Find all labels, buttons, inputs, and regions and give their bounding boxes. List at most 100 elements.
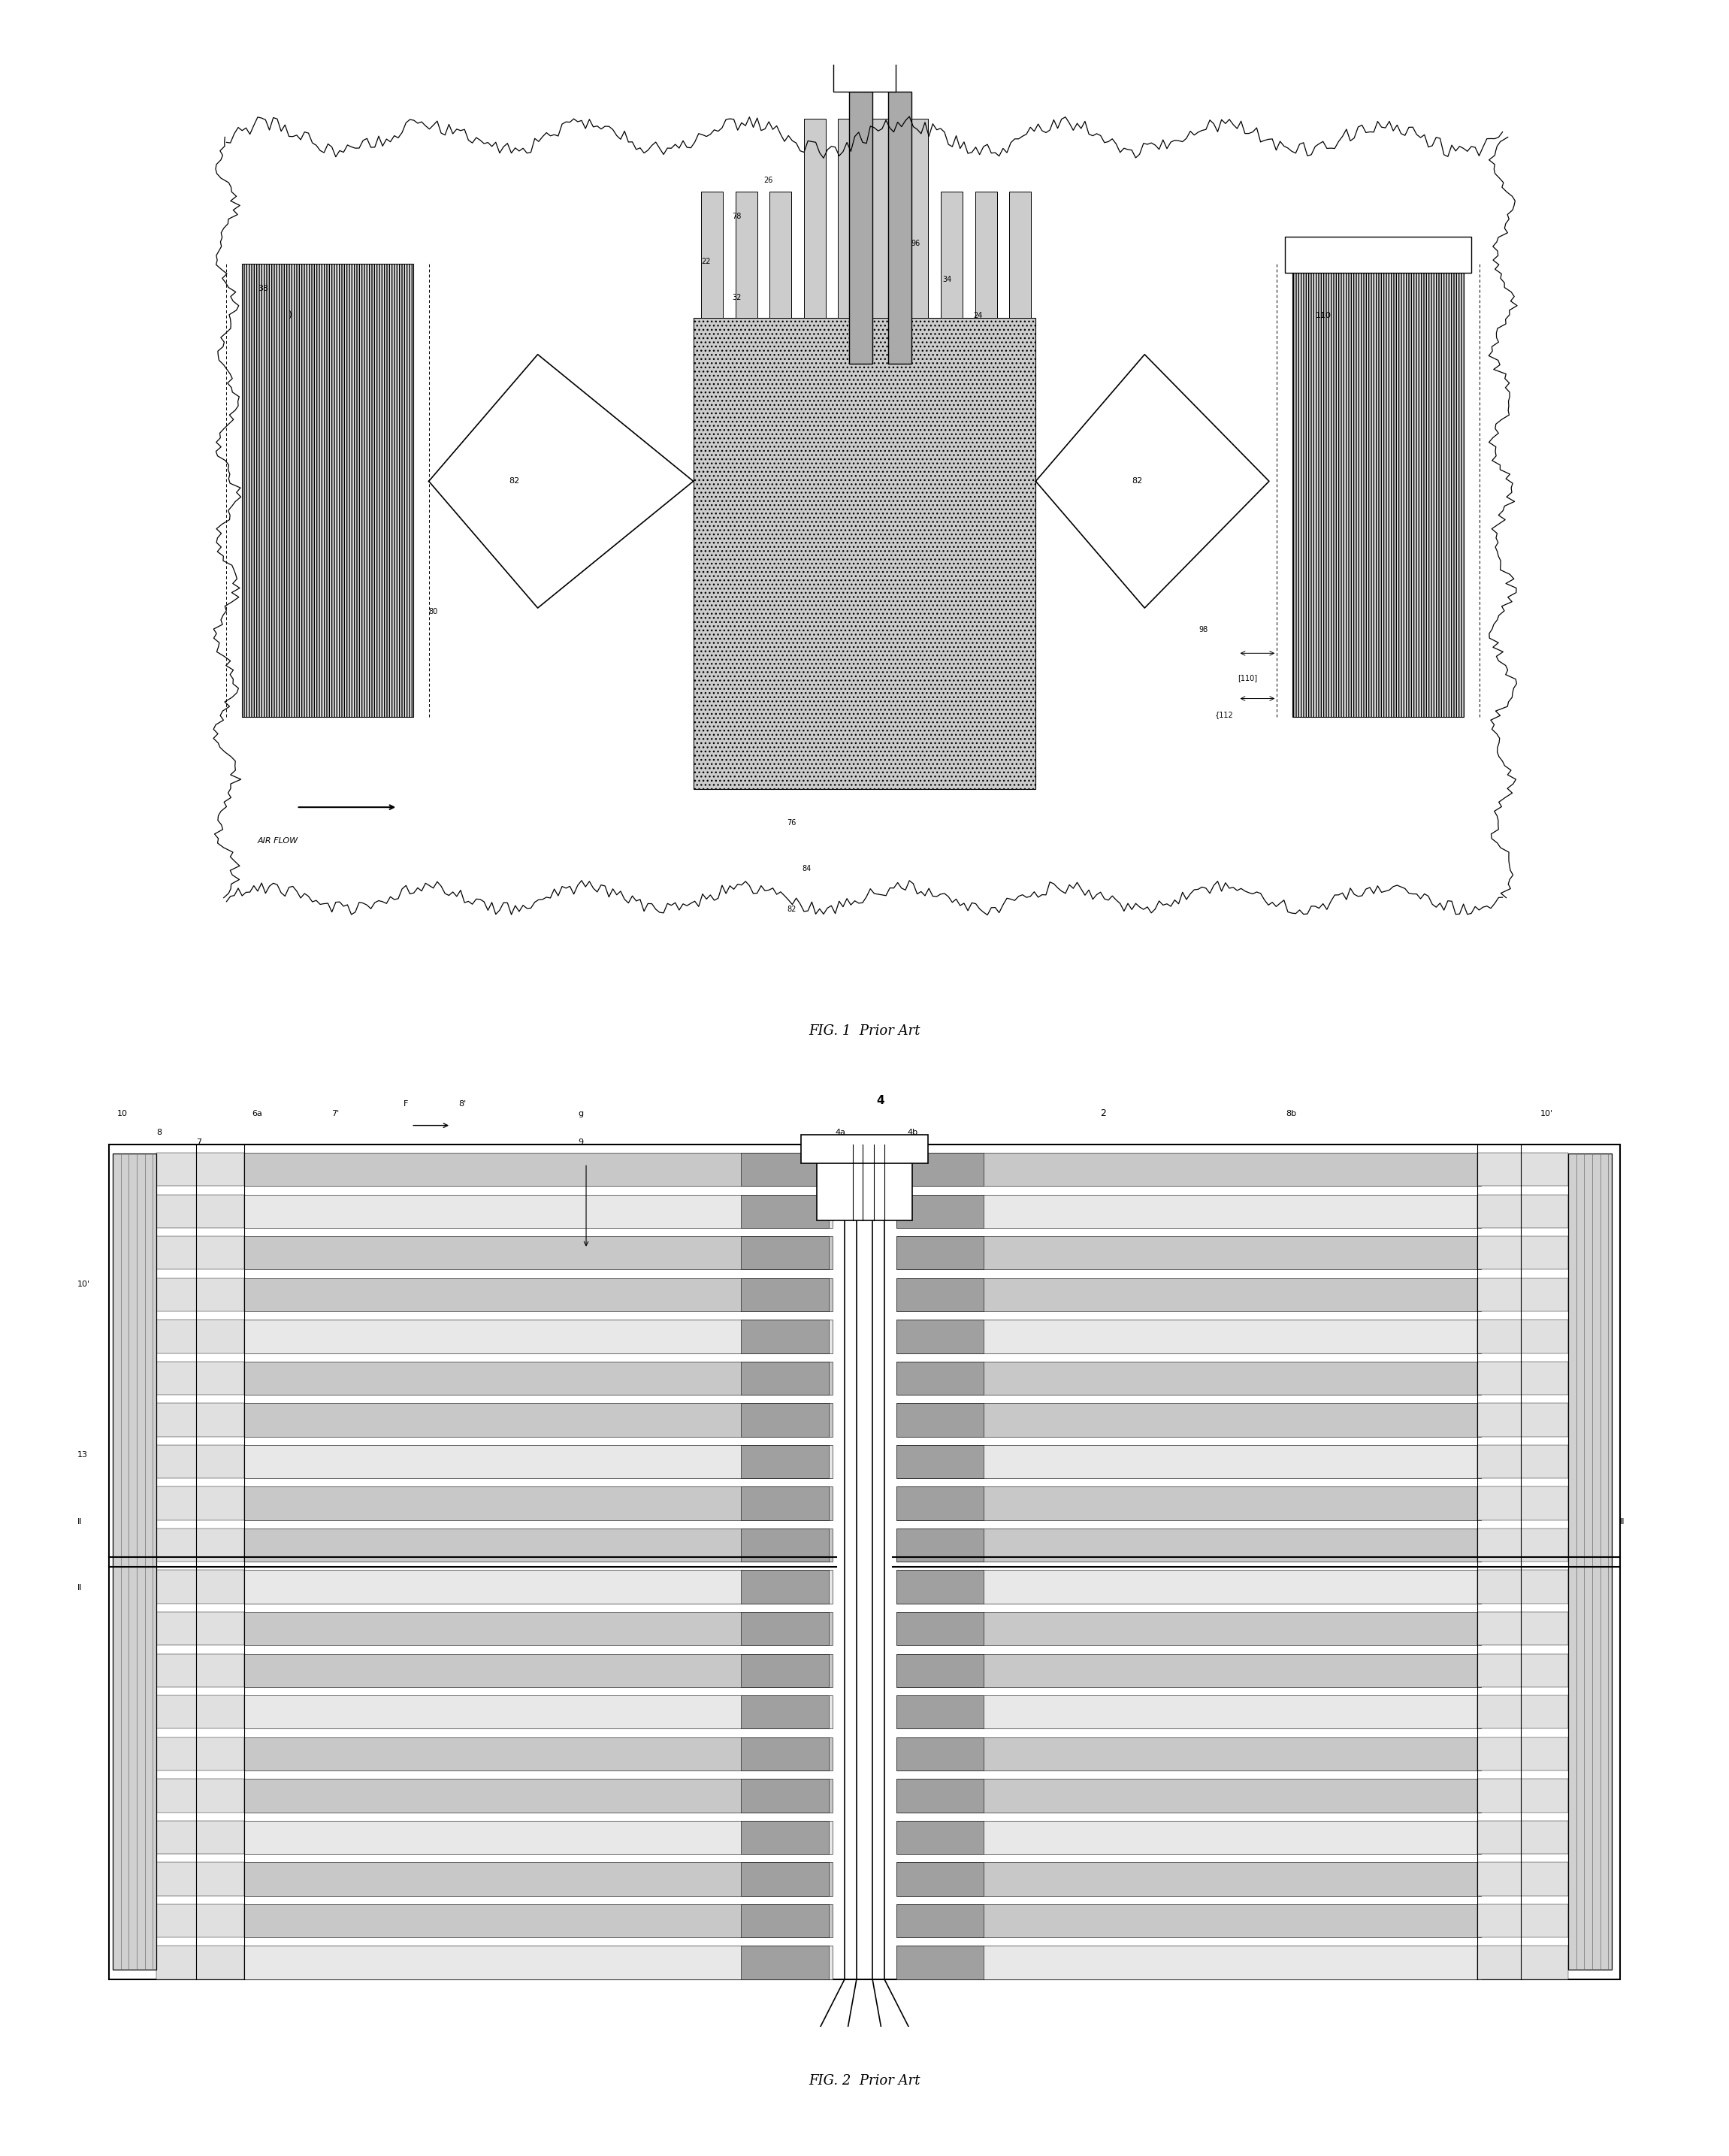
Text: 82: 82 (787, 906, 795, 912)
Bar (1477, 1529, 1568, 1561)
Bar (1477, 1279, 1568, 1311)
Bar (896, 1235, 1480, 1270)
Bar (157, 1235, 244, 1270)
Bar (941, 192, 963, 319)
Text: 98: 98 (1200, 625, 1209, 634)
Bar (244, 1570, 833, 1604)
Text: 4a: 4a (835, 1130, 845, 1136)
Bar (112, 1153, 157, 1971)
Bar (742, 1695, 828, 1729)
Bar (157, 1613, 244, 1645)
Bar (804, 119, 826, 319)
Text: 110: 110 (1316, 313, 1331, 319)
Bar (244, 1779, 833, 1813)
Text: g': g' (904, 1509, 911, 1516)
Bar (157, 1947, 244, 1979)
Bar (157, 1153, 244, 1186)
Text: 13: 13 (78, 1451, 88, 1460)
Bar (742, 1445, 828, 1479)
Bar (896, 1319, 1480, 1354)
Bar (157, 1360, 244, 1395)
Bar (244, 1360, 833, 1395)
Bar (244, 1319, 833, 1354)
Text: g': g' (776, 1509, 785, 1516)
Bar (157, 1779, 244, 1813)
Bar (896, 1863, 984, 1895)
Bar (896, 1194, 1480, 1229)
Text: II: II (78, 1518, 81, 1524)
Bar (896, 1695, 1480, 1729)
Bar (896, 1194, 984, 1229)
Bar (742, 1194, 828, 1229)
Bar (1293, 263, 1463, 716)
Bar (244, 1904, 833, 1938)
Text: F: F (403, 1100, 408, 1108)
Bar (244, 1613, 833, 1645)
Bar (896, 1613, 1480, 1645)
Bar (896, 1654, 1480, 1686)
Bar (742, 1319, 828, 1354)
Bar (693, 319, 1036, 789)
Bar (157, 1529, 244, 1561)
Bar (244, 1820, 833, 1854)
Bar (742, 1654, 828, 1686)
Bar (896, 1904, 1480, 1938)
Text: g: g (577, 1110, 583, 1117)
Bar (896, 1947, 1480, 1979)
Bar (1477, 1904, 1568, 1938)
Bar (742, 1529, 828, 1561)
Bar (769, 192, 792, 319)
Bar (1477, 1570, 1568, 1604)
Bar (1477, 1153, 1568, 1186)
Bar (1477, 1194, 1568, 1229)
Bar (157, 1279, 244, 1311)
Bar (1010, 192, 1030, 319)
Bar (1477, 1654, 1568, 1686)
Text: 10: 10 (118, 1110, 128, 1117)
Bar (742, 1947, 828, 1979)
Bar (896, 1153, 1480, 1186)
Bar (896, 1779, 984, 1813)
Bar (157, 1570, 244, 1604)
Bar (896, 1529, 1480, 1561)
Text: 6a: 6a (252, 1110, 263, 1117)
Bar (742, 1360, 828, 1395)
Bar (244, 1863, 833, 1895)
Text: 9: 9 (577, 1138, 583, 1145)
Text: II: II (1620, 1518, 1625, 1524)
Text: 12b: 12b (896, 1557, 913, 1563)
Bar (1477, 1779, 1568, 1813)
Bar (889, 93, 911, 364)
Text: 4: 4 (877, 1095, 885, 1106)
Bar (896, 1235, 984, 1270)
Bar (906, 119, 928, 319)
Bar (896, 1570, 984, 1604)
Bar (1477, 1360, 1568, 1395)
Bar (1477, 1947, 1568, 1979)
Bar (896, 1947, 984, 1979)
Bar (244, 1445, 833, 1479)
Bar (975, 192, 996, 319)
Bar (157, 1820, 244, 1854)
Bar (244, 1279, 833, 1311)
Bar (896, 1738, 984, 1770)
Bar (896, 1279, 1480, 1311)
Polygon shape (429, 354, 693, 608)
Bar (157, 1863, 244, 1895)
Bar (1285, 237, 1471, 274)
Text: 12a: 12a (754, 1557, 769, 1563)
Bar (244, 1153, 833, 1186)
Bar (896, 1820, 1480, 1854)
Bar (742, 1904, 828, 1938)
Text: 82: 82 (1131, 476, 1143, 485)
Bar (896, 1695, 984, 1729)
Bar (896, 1529, 984, 1561)
Bar (839, 119, 859, 319)
Bar (742, 1738, 828, 1770)
Bar (1477, 1445, 1568, 1479)
Text: 7: 7 (197, 1138, 202, 1145)
Bar (742, 1779, 828, 1813)
Bar (896, 1319, 984, 1354)
Bar (896, 1654, 984, 1686)
Bar (157, 1654, 244, 1686)
